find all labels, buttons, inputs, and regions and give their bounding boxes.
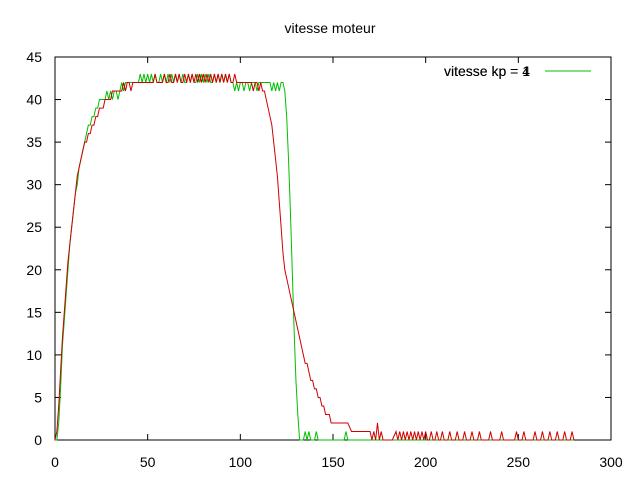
y-tick-label: 20 <box>26 262 42 278</box>
axis-ticks: 0 50 100 150 200 250 300 0 5 10 15 20 25 30 35 40 45 <box>26 49 622 470</box>
y-tick-label: 10 <box>26 347 42 363</box>
y-tick-label: 30 <box>26 177 42 193</box>
x-tick-label: 300 <box>599 454 623 470</box>
y-tick-label: 25 <box>26 219 42 235</box>
y-tick-label: 35 <box>26 134 42 150</box>
y-tick-label: 40 <box>26 92 42 108</box>
y-tick-label: 45 <box>26 49 42 65</box>
x-tick-label: 250 <box>507 454 531 470</box>
y-tick-label: 5 <box>34 389 42 405</box>
series-group <box>54 73 575 441</box>
y-tick-label: 0 <box>34 432 42 448</box>
series-line-1 <box>55 73 574 441</box>
x-tick-label: 200 <box>414 454 438 470</box>
x-tick-label: 100 <box>229 454 253 470</box>
x-tick-label: 150 <box>321 454 345 470</box>
series-line-2 <box>54 73 575 441</box>
plot-frame <box>54 56 612 441</box>
legend-label-2: vitesse kp = 4 <box>444 63 530 79</box>
x-tick-label: 50 <box>140 454 156 470</box>
x-tick-label: 0 <box>51 454 59 470</box>
legend-label-1: vitesse kp = 1 <box>444 63 530 79</box>
y-tick-label: 15 <box>26 304 42 320</box>
chart-title: vitesse moteur <box>284 20 375 36</box>
